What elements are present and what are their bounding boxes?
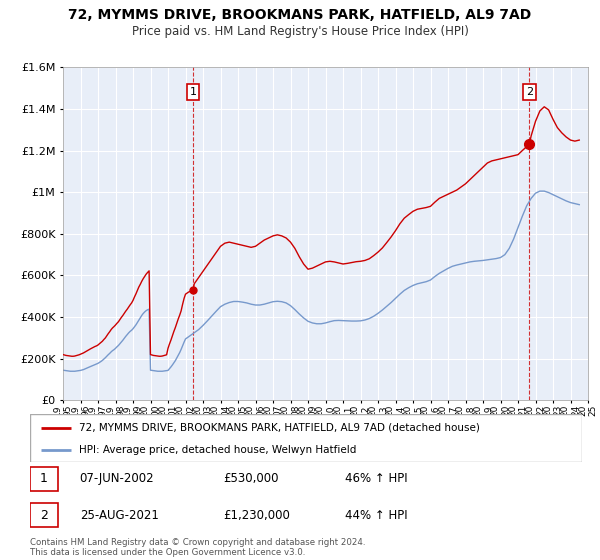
Bar [30, 466, 58, 491]
Text: 07-JUN-2002: 07-JUN-2002 [80, 473, 154, 486]
Text: 1: 1 [190, 87, 197, 97]
Text: 72, MYMMS DRIVE, BROOKMANS PARK, HATFIELD, AL9 7AD: 72, MYMMS DRIVE, BROOKMANS PARK, HATFIEL… [68, 8, 532, 22]
Text: 25-AUG-2021: 25-AUG-2021 [80, 508, 158, 521]
Text: £530,000: £530,000 [223, 473, 278, 486]
Text: £1,230,000: £1,230,000 [223, 508, 290, 521]
Text: 2: 2 [40, 508, 48, 521]
Text: HPI: Average price, detached house, Welwyn Hatfield: HPI: Average price, detached house, Welw… [79, 445, 356, 455]
Text: 72, MYMMS DRIVE, BROOKMANS PARK, HATFIELD, AL9 7AD (detached house): 72, MYMMS DRIVE, BROOKMANS PARK, HATFIEL… [79, 423, 479, 433]
Text: 46% ↑ HPI: 46% ↑ HPI [344, 473, 407, 486]
Text: Contains HM Land Registry data © Crown copyright and database right 2024.
This d: Contains HM Land Registry data © Crown c… [30, 538, 365, 557]
Text: Price paid vs. HM Land Registry's House Price Index (HPI): Price paid vs. HM Land Registry's House … [131, 25, 469, 38]
Text: 44% ↑ HPI: 44% ↑ HPI [344, 508, 407, 521]
Text: 1: 1 [40, 473, 48, 486]
Bar [30, 503, 58, 528]
Text: 2: 2 [526, 87, 533, 97]
